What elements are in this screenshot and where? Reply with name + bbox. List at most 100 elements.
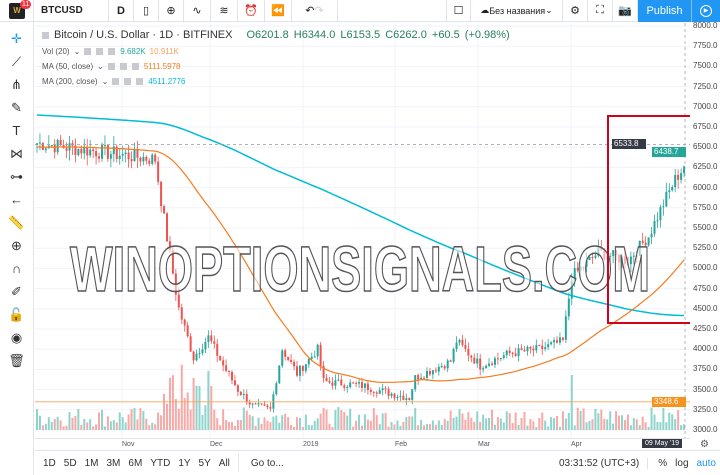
collapse-icon[interactable] xyxy=(42,31,49,39)
range-5d[interactable]: 5D xyxy=(63,457,77,469)
replay-icon[interactable]: ⏪ xyxy=(265,0,292,22)
price-tick: 7500.0 xyxy=(693,61,718,71)
camera-icon[interactable]: 📷 xyxy=(613,0,638,22)
indicator-vol[interactable]: Vol (20) ⌄ 9.682K 10.911K xyxy=(42,47,179,56)
volume-bar xyxy=(638,425,641,430)
volume-bar xyxy=(201,414,204,430)
price-tick: 6000.0 xyxy=(693,182,718,192)
publish-button[interactable]: Publish xyxy=(638,0,691,22)
layout-icon[interactable]: ☐ xyxy=(446,0,471,22)
ruler-icon[interactable]: 📏 xyxy=(8,214,25,230)
candle-body xyxy=(420,377,423,380)
goto-button[interactable]: Go to... xyxy=(250,457,284,469)
trash-icon[interactable]: 🗑 xyxy=(8,352,25,368)
volume-bar xyxy=(455,416,458,430)
trendline-icon[interactable]: ⟋ xyxy=(11,53,22,69)
magnet-icon[interactable]: ∩ xyxy=(11,261,22,276)
volume-bar xyxy=(665,422,668,430)
volume-bar xyxy=(618,415,621,430)
range-1y[interactable]: 1Y xyxy=(178,457,191,469)
volume-bar xyxy=(520,417,523,430)
volume-bar xyxy=(408,416,411,430)
candle-body xyxy=(180,307,183,320)
percent-toggle[interactable]: % xyxy=(658,457,668,469)
axis-settings-icon[interactable]: ⚙ xyxy=(700,439,709,450)
volume-bar xyxy=(594,408,597,430)
drawing-toolbar: ✛ ⟋ ⋔ ✎ T ⋈ ⊶ ← 📏 ⊕ ∩ ✐ 🔓 ◉ 🗑 xyxy=(0,22,34,475)
zoom-icon[interactable]: ⊕ xyxy=(11,237,22,253)
indicator-ma50[interactable]: MA (50, close) ⌄ 5111.5978 xyxy=(42,62,181,71)
pattern-icon[interactable]: ⋈ xyxy=(10,145,23,161)
volume-bar xyxy=(322,407,325,430)
text-icon[interactable]: T xyxy=(12,123,21,138)
crosshair-icon[interactable]: ✛ xyxy=(11,30,22,46)
volume-bar xyxy=(629,425,632,430)
time-axis[interactable]: Nov Dec 2019 Feb Mar Apr 09 May '19 ⚙ xyxy=(35,438,709,450)
candle-body xyxy=(213,341,216,344)
volume-bar xyxy=(437,420,440,430)
play-icon[interactable]: ▶ xyxy=(691,0,720,22)
eye-icon[interactable]: ◉ xyxy=(10,329,23,345)
range-6m[interactable]: 6M xyxy=(128,457,143,469)
range-3m[interactable]: 3M xyxy=(106,457,121,469)
undo-redo[interactable]: ↶ ↷ xyxy=(292,0,338,22)
lock-drawing-icon[interactable]: ✐ xyxy=(11,283,22,299)
brush-icon[interactable]: ✎ xyxy=(11,99,22,115)
volume-bar xyxy=(290,425,293,430)
candle-body xyxy=(278,365,281,384)
lock-icon[interactable]: 🔓 xyxy=(8,306,25,322)
candle-body xyxy=(109,154,112,159)
candle-body xyxy=(352,382,355,384)
user-avatar[interactable]: W 11 xyxy=(0,0,34,22)
candle-body xyxy=(225,365,228,371)
prediction-icon[interactable]: ⊶ xyxy=(10,168,23,184)
candle-body xyxy=(641,240,644,243)
indicators-icon[interactable]: ≋ xyxy=(211,0,238,22)
log-toggle[interactable]: log xyxy=(675,457,689,469)
volume-bar xyxy=(109,421,112,430)
candle-body xyxy=(650,233,653,238)
range-5y[interactable]: 5Y xyxy=(198,457,211,469)
range-ytd[interactable]: YTD xyxy=(150,457,171,469)
candle-body xyxy=(626,263,629,265)
volume-bar xyxy=(192,377,195,430)
volume-bar xyxy=(635,419,638,430)
symbol-search[interactable]: BTCUSD xyxy=(34,0,109,22)
candle-body xyxy=(458,339,461,343)
price-chart[interactable]: WINOPTIONSIGNALS.COM xyxy=(35,23,690,438)
volume-bar xyxy=(269,422,272,430)
auto-toggle[interactable]: auto xyxy=(696,457,716,469)
back-arrow-icon[interactable]: ← xyxy=(10,192,23,207)
add-indicator-icon[interactable]: ⊕ xyxy=(159,0,184,22)
candle-body xyxy=(340,379,343,386)
volume-bar xyxy=(334,410,337,430)
volume-bar xyxy=(656,422,659,430)
range-1m[interactable]: 1M xyxy=(84,457,99,469)
price-tick: 7000.0 xyxy=(693,101,718,111)
range-1d[interactable]: 1D xyxy=(43,457,56,469)
volume-bar xyxy=(222,409,225,430)
volume-bar xyxy=(92,426,95,430)
settings-gear-icon[interactable]: ⚙ xyxy=(563,0,588,22)
price-axis[interactable]: 8000.0 7750.0 7500.0 7250.0 7000.0 6750.0 6500… xyxy=(690,21,720,438)
save-layout-button[interactable]: ☁ Без названия ⌄ xyxy=(471,0,563,22)
compare-icon[interactable]: ∿ xyxy=(184,0,211,22)
range-all[interactable]: All xyxy=(218,457,230,469)
fullscreen-icon[interactable]: ⛶ xyxy=(588,0,613,22)
volume-bar xyxy=(399,425,402,430)
candle-body xyxy=(644,242,647,246)
candle-body xyxy=(609,255,612,257)
indicator-ma200[interactable]: MA (200, close) ⌄ 4511.2776 xyxy=(42,77,186,86)
candle-body xyxy=(411,389,414,400)
candle-body xyxy=(659,207,662,221)
candles-icon[interactable]: ▯ xyxy=(134,0,159,22)
pitchfork-icon[interactable]: ⋔ xyxy=(11,76,22,92)
volume-bar xyxy=(553,418,556,430)
alert-icon[interactable]: ⏰ xyxy=(238,0,265,22)
candle-body xyxy=(343,385,346,388)
candle-body xyxy=(405,398,408,400)
clock: 03:31:52 (UTC+3) xyxy=(551,457,649,469)
interval-button[interactable]: D xyxy=(109,0,134,22)
candle-body xyxy=(369,390,372,392)
candle-body xyxy=(499,358,502,360)
